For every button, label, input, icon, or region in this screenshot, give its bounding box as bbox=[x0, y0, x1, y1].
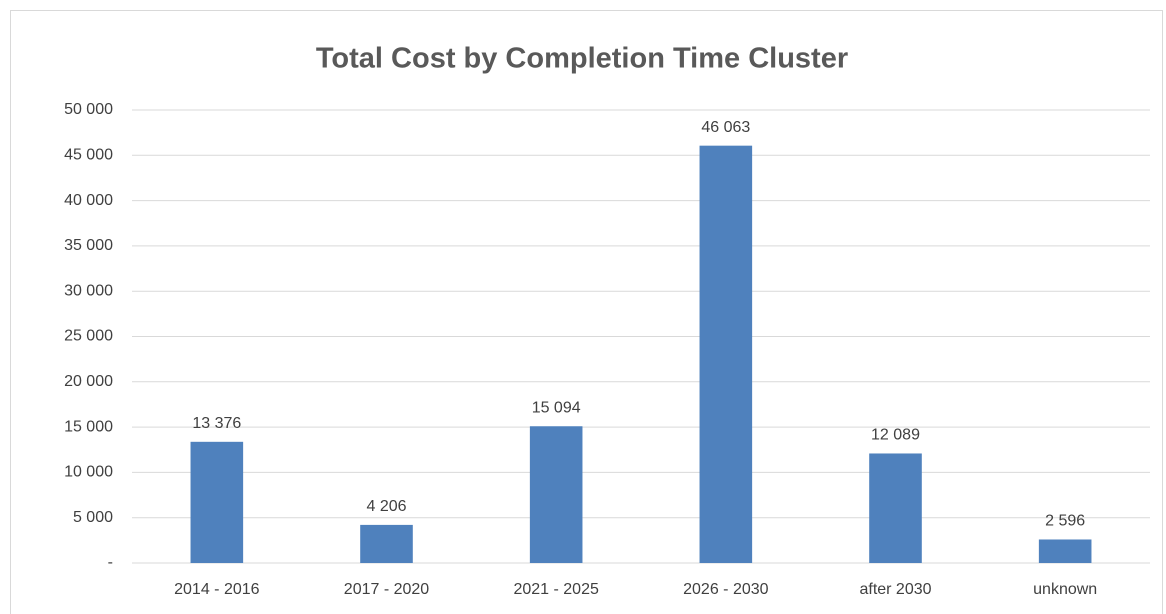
x-tick-label: 2014 - 2016 bbox=[174, 581, 260, 598]
data-label: 15 094 bbox=[532, 399, 581, 416]
y-tick-label: 40 000 bbox=[64, 192, 113, 209]
x-tick-label: unknown bbox=[1033, 581, 1097, 598]
y-tick-label: 45 000 bbox=[64, 147, 113, 164]
data-label: 2 596 bbox=[1045, 513, 1085, 530]
y-tick-label: 5 000 bbox=[73, 509, 113, 526]
data-label: 46 063 bbox=[701, 119, 750, 136]
y-tick-label: 30 000 bbox=[64, 282, 113, 299]
x-tick-label: 2026 - 2030 bbox=[683, 581, 769, 598]
y-tick-label: 50 000 bbox=[64, 101, 113, 118]
data-label: 4 206 bbox=[366, 498, 406, 515]
bar bbox=[190, 441, 244, 563]
y-tick-label: 20 000 bbox=[64, 373, 113, 390]
bar bbox=[869, 453, 922, 563]
y-tick-label: - bbox=[108, 554, 113, 571]
bar bbox=[699, 145, 753, 563]
y-tick-label: 35 000 bbox=[64, 237, 113, 254]
bar bbox=[360, 524, 413, 563]
x-tick-label: 2021 - 2025 bbox=[513, 581, 599, 598]
y-tick-label: 15 000 bbox=[64, 418, 113, 435]
bar bbox=[1038, 539, 1092, 563]
y-tick-label: 25 000 bbox=[64, 328, 113, 345]
chart-border bbox=[10, 10, 1163, 614]
data-label: 12 089 bbox=[871, 427, 920, 444]
data-label: 13 376 bbox=[192, 415, 241, 432]
y-tick-label: 10 000 bbox=[64, 464, 113, 481]
chart-title: Total Cost by Completion Time Cluster bbox=[316, 43, 848, 75]
bar bbox=[529, 426, 583, 563]
x-tick-label: 2017 - 2020 bbox=[344, 581, 430, 598]
x-tick-label: after 2030 bbox=[859, 581, 931, 598]
